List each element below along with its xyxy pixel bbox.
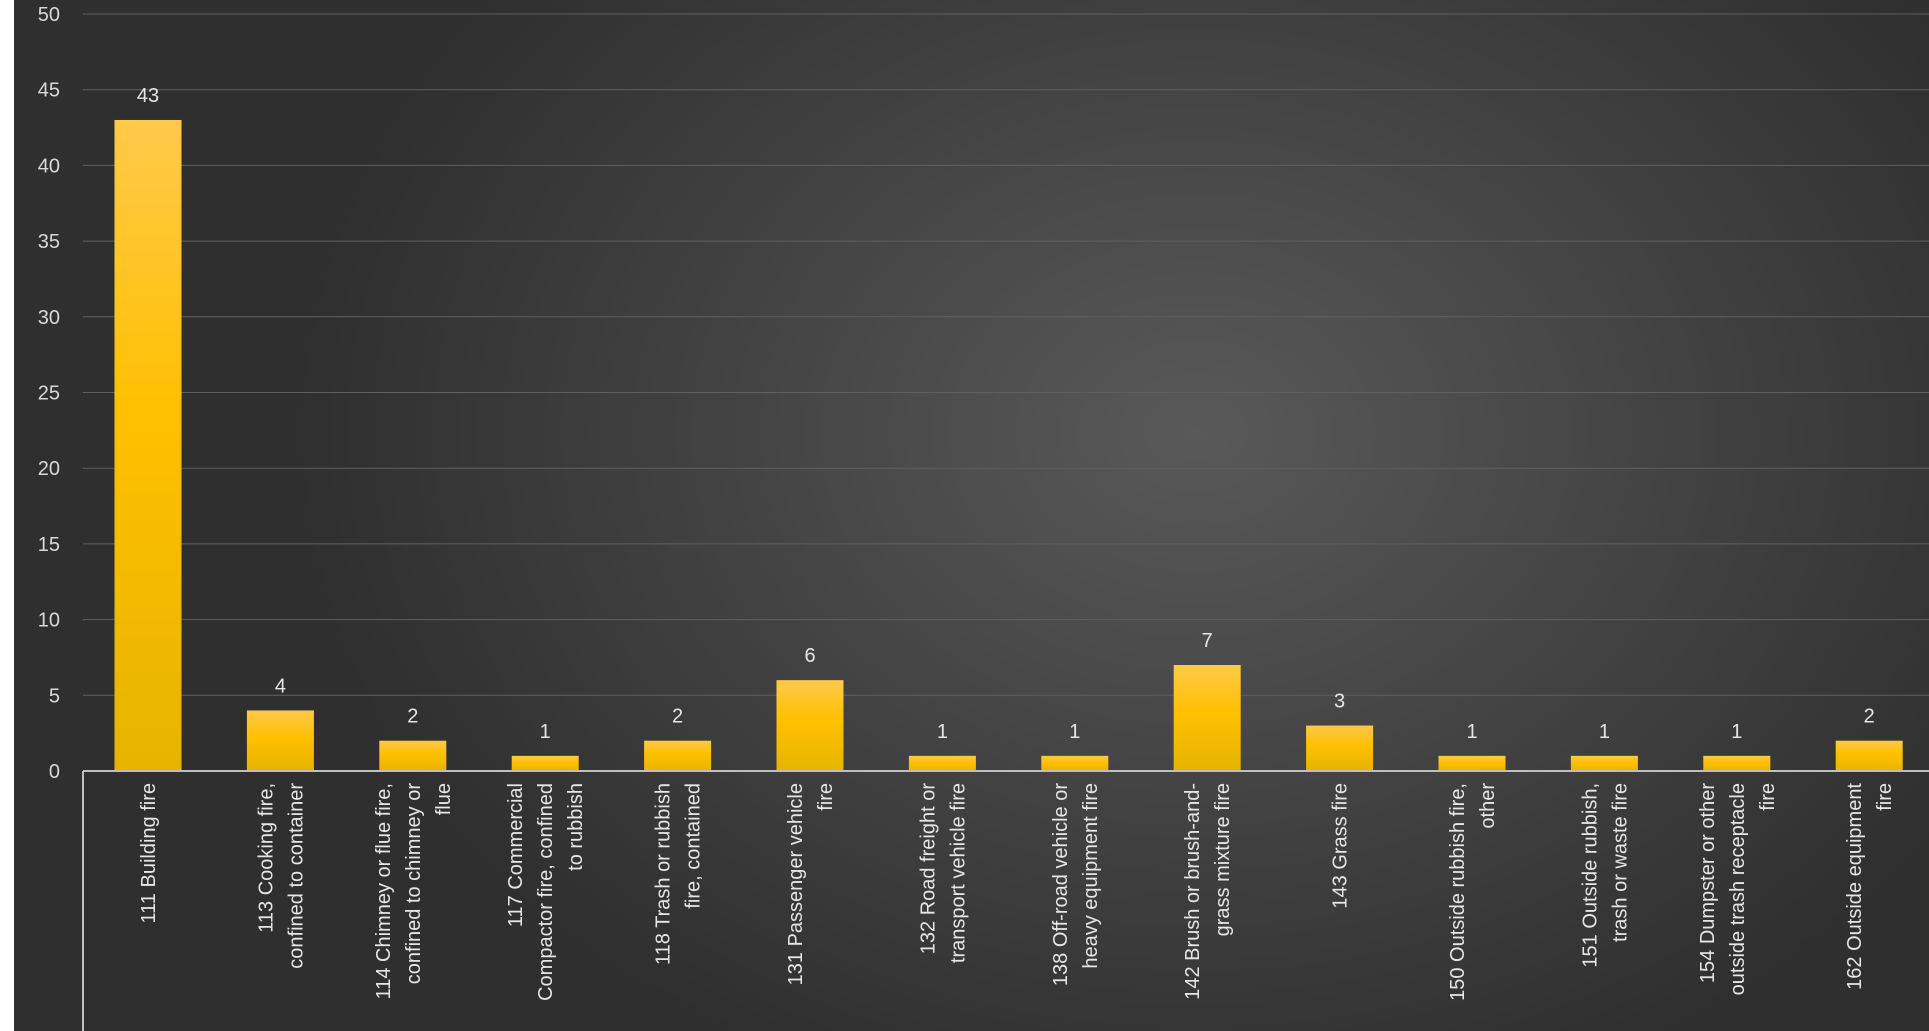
category-label-line: fire — [815, 783, 837, 811]
category-label: 111 Building fire — [138, 783, 160, 923]
category-label: 142 Brush or brush-and-grass mixture fir… — [1182, 783, 1234, 1000]
category-label: 150 Outside rubbish fire, other — [1447, 783, 1499, 1001]
y-tick-label: 20 — [38, 458, 60, 480]
y-tick-label: 0 — [49, 761, 60, 783]
data-label: 4 — [275, 675, 286, 697]
category-label-line: 132 Road freight or — [917, 783, 939, 955]
y-tick-label: 30 — [38, 307, 60, 329]
bar — [379, 740, 447, 771]
data-label: 2 — [1864, 706, 1875, 728]
category-label: 113 Cooking fire, confined to container — [255, 783, 307, 969]
category-label: 114 Chimney or flue fire, confined to chi… — [373, 783, 455, 1000]
y-tick-label: 50 — [38, 4, 60, 26]
bar — [1570, 755, 1638, 771]
category-label: 118 Trash or rubbish fire, contained — [653, 783, 705, 965]
y-tick-label: 35 — [38, 231, 60, 253]
category-label-line: confined to chimney or — [403, 783, 425, 985]
y-tick-label: 15 — [38, 534, 60, 556]
y-tick-label: 5 — [49, 685, 60, 707]
category-label: 131 Passenger vehicle fire — [785, 783, 837, 985]
bar — [1438, 755, 1506, 771]
bar — [776, 680, 844, 771]
category-label: 117 Commercial Compactor fire, confined to… — [505, 783, 587, 1001]
bar — [114, 119, 182, 772]
axes — [82, 770, 1929, 1031]
category-label: 162 Outside equipment fire — [1844, 783, 1896, 990]
y-tick-label: 40 — [38, 155, 60, 177]
data-label: 1 — [1466, 721, 1477, 743]
data-label: 7 — [1202, 630, 1213, 652]
bar — [1173, 665, 1241, 771]
bar — [908, 755, 976, 771]
category-label-line: outside trash receptacle — [1727, 783, 1749, 995]
category-label: 154 Dumpster or other outside trash recep… — [1697, 783, 1779, 996]
category-label-line: 113 Cooking fire, — [255, 783, 277, 933]
data-label: 2 — [672, 706, 683, 728]
category-label-line: fire — [1757, 783, 1779, 811]
y-tick-label: 25 — [38, 383, 60, 405]
x-axis-category-labels: 111 Building fire 113 Cooking fire, confin… — [138, 783, 1896, 1001]
category-label: 151 Outside rubbish, trash or waste fire — [1579, 783, 1631, 968]
bar — [1703, 755, 1771, 771]
category-label: 143 Grass fire — [1330, 783, 1352, 909]
category-label: 138 Off-road vehicle or heavy equipment f… — [1050, 783, 1102, 986]
category-label-line: trash or waste fire — [1609, 783, 1631, 942]
category-label-line: fire, contained — [683, 783, 705, 909]
gridlines — [83, 13, 1929, 696]
category-label: 132 Road freight or transport vehicle fir… — [917, 783, 969, 963]
category-label-line: Compactor fire, confined — [535, 783, 557, 1001]
left-edge-strip — [0, 0, 14, 1031]
bar — [1306, 725, 1374, 771]
data-label: 1 — [1599, 721, 1610, 743]
bar — [511, 755, 579, 771]
category-label-line: 138 Off-road vehicle or — [1050, 783, 1072, 986]
data-label: 2 — [407, 706, 418, 728]
category-label-line: 154 Dumpster or other — [1697, 783, 1719, 983]
category-label-line: 118 Trash or rubbish — [653, 783, 675, 965]
data-label: 43 — [137, 85, 159, 107]
data-label: 1 — [937, 721, 948, 743]
category-label-line: transport vehicle fire — [947, 783, 969, 963]
data-label: 1 — [1069, 721, 1080, 743]
category-label-line: 151 Outside rubbish, — [1579, 783, 1601, 968]
category-label-line: heavy equipment fire — [1080, 783, 1102, 969]
category-label-line: 111 Building fire — [138, 783, 160, 923]
bar — [246, 710, 314, 771]
data-label: 1 — [1731, 721, 1742, 743]
category-label-line: grass mixture fire — [1212, 783, 1234, 936]
category-label-line: other — [1477, 783, 1499, 829]
category-label-line: 162 Outside equipment — [1844, 783, 1866, 990]
category-label-line: fire — [1874, 783, 1896, 811]
y-tick-label: 45 — [38, 80, 60, 102]
bar — [1041, 755, 1109, 771]
category-label-line: 114 Chimney or flue fire, — [373, 783, 395, 999]
y-axis-tick-labels: 0 5 10 15 20 25 30 35 40 45 50 — [38, 4, 60, 783]
bar — [644, 740, 712, 771]
bar — [1835, 740, 1903, 771]
y-tick-label: 10 — [38, 610, 60, 632]
category-label-line: confined to container — [285, 783, 307, 969]
category-label-line: to rubbish — [565, 783, 587, 871]
category-label-line: flue — [433, 783, 455, 815]
category-label-line: 142 Brush or brush-and- — [1182, 783, 1204, 1000]
data-label: 6 — [804, 645, 815, 667]
category-label-line: 117 Commercial — [505, 783, 527, 927]
data-label: 1 — [540, 721, 551, 743]
category-label-line: 143 Grass fire — [1330, 783, 1352, 909]
category-label-line: 150 Outside rubbish fire, — [1447, 783, 1469, 1001]
category-label-line: 131 Passenger vehicle — [785, 783, 807, 985]
data-label: 3 — [1334, 691, 1345, 713]
bars — [114, 119, 1903, 772]
